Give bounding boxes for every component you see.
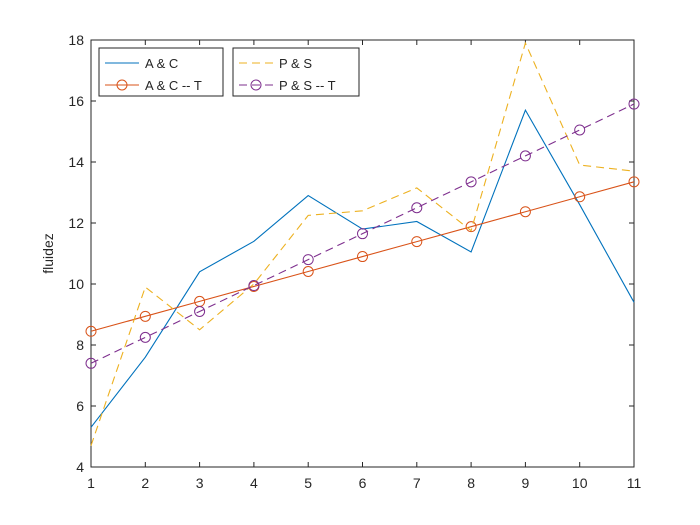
legend-marker [250,79,262,91]
legend-label: P & S -- T [279,78,336,93]
series-point [519,150,531,162]
series-point [85,357,97,369]
x-tick-label: 5 [304,475,312,491]
legend-label: A & C -- T [145,78,202,93]
legend-item: P & S -- T [239,78,336,93]
series-point [302,265,314,277]
legend-box-left [98,47,224,97]
series-point [628,98,640,110]
series-3 [90,41,635,446]
series-point [465,176,477,188]
legend-box-right [232,47,360,97]
series-point [194,305,206,317]
series-line [90,181,635,332]
y-tick-label: 8 [76,337,84,353]
series-point [574,124,586,136]
series-point [139,331,151,343]
x-tick-label: 11 [627,475,642,491]
series-line [90,103,635,364]
legend-marker [116,79,128,91]
y-tick-label: 10 [68,276,84,292]
series-4 [85,98,640,369]
x-tick-label: 8 [467,475,475,491]
x-tick-label: 2 [141,475,149,491]
y-tick-label: 4 [76,459,84,475]
y-tick-label: 14 [68,154,84,170]
x-tick-label: 1 [87,475,95,491]
series-point [85,325,97,337]
legend-label: A & C [145,56,178,71]
y-tick-label: 18 [68,32,84,48]
legend-item: A & C [105,56,178,71]
series-point [519,206,531,218]
series-point [574,191,586,203]
series-point [248,280,260,292]
series-point [357,228,368,240]
y-tick-label: 6 [76,398,84,414]
series-line [90,41,635,446]
series-point [139,310,151,322]
series-point [465,221,477,233]
x-tick-label: 10 [572,475,588,491]
series-point [357,251,368,263]
legend-label: P & S [279,56,312,71]
x-tick-label: 9 [522,475,530,491]
y-axis-label: fluidez [40,233,56,273]
y-tick-label: 12 [68,215,84,231]
y-tick-label: 16 [68,93,84,109]
plot-area [90,39,635,468]
legend-item: P & S [239,56,312,71]
legend: A & C A & C -- T P & S P & S -- T [98,47,360,97]
x-tick-label: 6 [359,475,367,491]
series-point [302,254,314,266]
series-layer [85,41,640,446]
legend-item: A & C -- T [105,78,202,93]
x-tick-label: 3 [196,475,204,491]
x-tick-label: 7 [413,475,421,491]
series-point [411,202,423,214]
series-point [628,176,640,188]
series-2 [85,176,640,337]
x-tick-label: 4 [250,475,258,491]
series-point [411,236,423,248]
